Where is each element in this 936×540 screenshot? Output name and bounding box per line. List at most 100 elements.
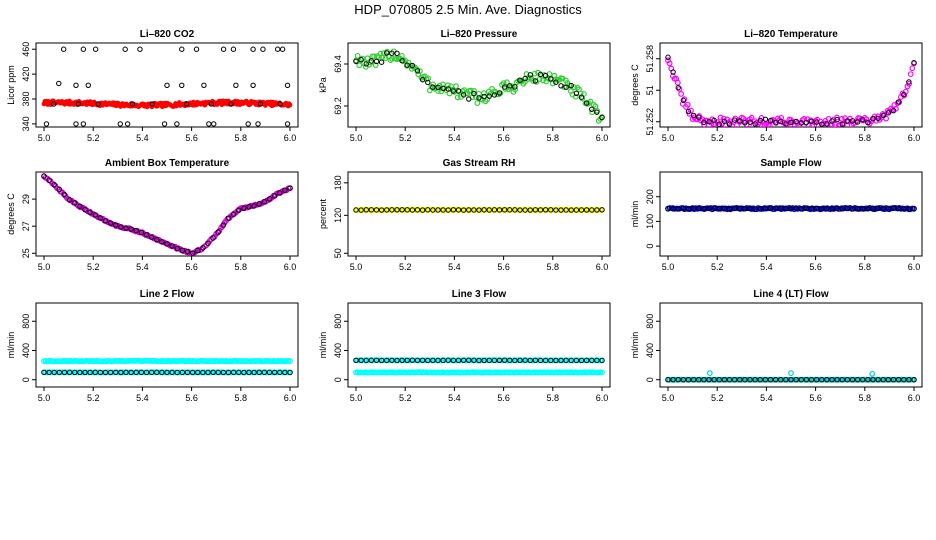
data-point	[389, 50, 395, 56]
data-point	[522, 79, 528, 85]
data-point	[445, 86, 451, 92]
y-axis-label: degrees C	[6, 193, 16, 235]
data-point	[205, 240, 211, 247]
y-tick-label: 200	[645, 189, 655, 204]
data-point	[706, 376, 712, 383]
data-point	[220, 369, 227, 376]
plot-frame	[35, 42, 299, 128]
x-tick-label: 5.6	[809, 262, 822, 272]
data-point	[788, 370, 794, 377]
data-point	[363, 207, 369, 213]
data-point	[870, 205, 876, 211]
plot-frame	[347, 171, 611, 257]
data-point	[496, 207, 503, 213]
data-point	[512, 86, 518, 93]
x-tick-label: 5.4	[760, 393, 773, 403]
data-point	[849, 118, 856, 124]
data-point	[211, 121, 217, 127]
data-point	[85, 82, 91, 89]
data-point	[522, 207, 528, 213]
data-point	[533, 78, 540, 85]
data-point	[460, 207, 467, 213]
y-axis-label: ml/min	[630, 332, 640, 359]
data-point	[409, 62, 416, 69]
data-point	[496, 90, 503, 96]
data-point	[154, 236, 160, 243]
data-point	[666, 60, 673, 67]
data-point	[195, 369, 201, 376]
panel-3: Li–820 Temperature 5.0 5.2 5.4 5.6 5.8 6.0 51.2…	[630, 29, 923, 143]
data-point	[46, 177, 52, 183]
data-point	[824, 121, 830, 127]
data-point	[80, 121, 87, 127]
data-point	[793, 377, 799, 383]
data-point	[793, 205, 799, 211]
data-point	[80, 46, 87, 52]
data-point	[414, 68, 421, 74]
data-point	[215, 369, 221, 376]
data-point	[757, 377, 763, 383]
data-point	[138, 229, 145, 236]
data-point	[399, 357, 405, 363]
data-point	[599, 207, 605, 213]
data-point	[128, 226, 134, 232]
panel-title: Sample Flow	[760, 158, 821, 169]
data-point	[133, 227, 139, 234]
data-point	[675, 376, 681, 383]
data-point	[256, 369, 262, 376]
x-tick-label: 5.6	[185, 133, 198, 143]
data-point	[839, 206, 845, 212]
data-point	[174, 121, 180, 127]
data-point	[819, 206, 825, 212]
data-point	[798, 377, 804, 383]
data-point	[384, 357, 390, 364]
data-point	[589, 357, 595, 364]
data-points	[41, 173, 293, 256]
data-point	[466, 96, 472, 102]
series-lower	[41, 369, 293, 376]
series-lower	[353, 369, 605, 376]
data-point	[762, 376, 769, 383]
data-point	[711, 205, 717, 212]
data-point	[594, 207, 600, 213]
data-point	[583, 100, 590, 106]
data-point	[537, 207, 544, 213]
data-point	[680, 376, 687, 383]
data-point	[901, 377, 907, 383]
data-point	[257, 101, 264, 107]
data-point	[82, 206, 88, 213]
data-point	[747, 205, 753, 212]
data-point	[137, 46, 143, 52]
data-point	[394, 207, 400, 213]
data-point	[66, 197, 73, 203]
data-point	[542, 357, 549, 364]
data-point	[118, 224, 124, 230]
data-point	[450, 88, 457, 94]
data-point	[706, 118, 712, 125]
data-point	[788, 376, 794, 383]
data-point	[208, 101, 214, 107]
data-point	[837, 121, 844, 127]
y-axis-label: percent	[318, 198, 328, 229]
data-point	[435, 84, 441, 91]
x-tick-label: 6.0	[596, 393, 609, 403]
data-point	[95, 101, 101, 107]
x-tick-label: 5.8	[547, 262, 560, 272]
data-point	[414, 207, 421, 213]
data-point	[124, 121, 131, 127]
data-point	[378, 59, 385, 65]
data-point	[41, 173, 47, 179]
x-tick-label: 5.4	[136, 133, 149, 143]
data-point	[849, 376, 856, 383]
data-point	[225, 215, 232, 221]
data-point	[772, 205, 779, 211]
data-point	[169, 369, 175, 376]
data-point	[467, 87, 474, 94]
x-tick-label: 6.0	[908, 262, 921, 272]
data-point	[440, 207, 446, 213]
x-tick-label: 5.8	[235, 262, 248, 272]
data-point	[674, 79, 681, 86]
x-tick-label: 5.8	[859, 393, 872, 403]
y-axis-label: ml/min	[318, 332, 328, 359]
data-point	[92, 369, 98, 376]
